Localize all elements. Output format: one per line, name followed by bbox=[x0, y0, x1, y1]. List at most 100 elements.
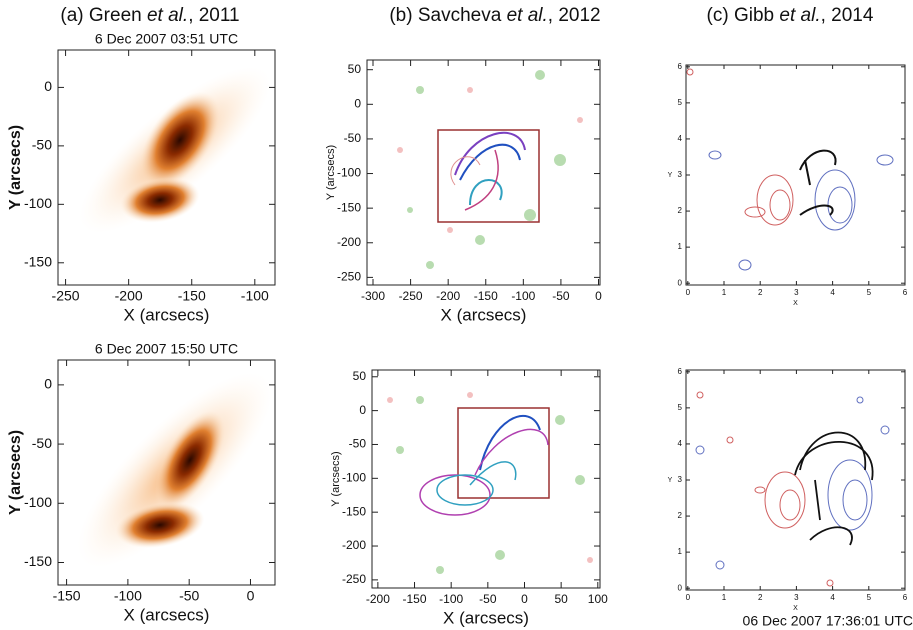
y-tick-label: 50 bbox=[353, 369, 367, 383]
x-tick-label: 2 bbox=[758, 288, 763, 297]
x-tick-label: -150 bbox=[178, 288, 206, 304]
x-tick-label: -100 bbox=[511, 289, 535, 303]
y-tick-label: -50 bbox=[32, 435, 52, 451]
x-axis-label: X (arcsecs) bbox=[443, 608, 529, 627]
y-axis-label: Y (arcsecs) bbox=[325, 145, 337, 200]
x-tick-label: -150 bbox=[474, 289, 498, 303]
title-part: , 2011 bbox=[188, 5, 239, 26]
x-tick-label: 3 bbox=[794, 288, 799, 297]
plot-frame bbox=[366, 59, 601, 286]
y-tick-label: -250 bbox=[342, 572, 366, 586]
y-tick-label: -100 bbox=[24, 494, 52, 510]
y-tick-label: -100 bbox=[342, 470, 366, 484]
y-tick-label: 1 bbox=[678, 547, 683, 556]
x-axis-label: X (arcsecs) bbox=[124, 605, 210, 624]
image-b-bottom bbox=[387, 392, 593, 574]
y-tick-label: 3 bbox=[678, 170, 683, 179]
x-tick-label: -200 bbox=[366, 592, 390, 606]
x-tick-label: -100 bbox=[241, 288, 269, 304]
y-tick-label: -200 bbox=[337, 235, 361, 249]
x-tick-label: 6 bbox=[903, 288, 908, 297]
plot-frame bbox=[685, 64, 906, 286]
x-tick-label: -150 bbox=[403, 592, 427, 606]
y-axis-label: Y (arcsecs) bbox=[7, 430, 24, 515]
y-tick-label: 6 bbox=[678, 62, 683, 71]
x-tick-label: 3 bbox=[794, 593, 799, 602]
x-tick-label: -200 bbox=[436, 289, 460, 303]
y-tick-label: -50 bbox=[32, 137, 52, 153]
x-tick-label: 0 bbox=[595, 289, 602, 303]
title-part: et al. bbox=[779, 5, 820, 26]
y-tick-label: -50 bbox=[349, 437, 367, 451]
plot-frame bbox=[57, 49, 276, 286]
x-tick-label: 1 bbox=[722, 288, 727, 297]
y-tick-label: -150 bbox=[342, 504, 366, 518]
x-tick-label: -250 bbox=[52, 288, 80, 304]
y-tick-label: 2 bbox=[678, 511, 683, 520]
x-tick-label: 4 bbox=[830, 593, 835, 602]
y-tick-label: 6 bbox=[678, 367, 683, 376]
image-c-bottom bbox=[695, 391, 890, 587]
title-part: (a) Green bbox=[60, 5, 147, 26]
x-tick-label: 0 bbox=[247, 588, 255, 604]
image-a-bottom bbox=[77, 372, 273, 568]
plot-frame bbox=[371, 369, 601, 589]
y-tick-label: 5 bbox=[678, 98, 683, 107]
panel-caption: 6 Dec 2007 03:51 UTC bbox=[95, 31, 238, 47]
y-tick-label: 0 bbox=[354, 96, 361, 110]
image-b-top bbox=[397, 70, 583, 269]
y-tick-label: 4 bbox=[678, 439, 683, 448]
x-tick-label: -250 bbox=[399, 289, 423, 303]
y-tick-label: -150 bbox=[24, 253, 52, 269]
plot-frame bbox=[57, 359, 276, 586]
title-part: , 2014 bbox=[821, 5, 874, 26]
x-tick-label: 0 bbox=[686, 593, 691, 602]
x-tick-label: 2 bbox=[758, 593, 763, 602]
x-tick-label: -300 bbox=[361, 289, 385, 303]
x-tick-label: 1 bbox=[722, 593, 727, 602]
y-tick-label: 0 bbox=[678, 278, 683, 287]
title-part: , 2012 bbox=[548, 5, 601, 26]
x-tick-label: -200 bbox=[115, 288, 143, 304]
y-tick-label: 4 bbox=[678, 134, 683, 143]
title-part: (b) Savcheva bbox=[389, 5, 506, 26]
y-tick-label: 5 bbox=[678, 403, 683, 412]
panel-caption: 06 Dec 2007 17:36:01 UTC bbox=[743, 613, 913, 629]
title-part: et al. bbox=[147, 5, 188, 26]
x-tick-label: 100 bbox=[588, 592, 608, 606]
y-tick-label: -100 bbox=[337, 166, 361, 180]
x-tick-label: 0 bbox=[686, 288, 691, 297]
y-tick-label: 1 bbox=[678, 242, 683, 251]
x-tick-label: -50 bbox=[479, 592, 497, 606]
x-tick-label: 4 bbox=[830, 288, 835, 297]
y-tick-label: 0 bbox=[678, 583, 683, 592]
y-tick-label: -150 bbox=[337, 200, 361, 214]
x-axis-label: X bbox=[793, 300, 798, 307]
y-tick-label: 0 bbox=[359, 403, 366, 417]
x-tick-label: -100 bbox=[114, 588, 142, 604]
x-tick-label: -50 bbox=[179, 588, 199, 604]
x-axis-label: X bbox=[793, 605, 798, 612]
x-axis-label: X (arcsecs) bbox=[441, 305, 527, 324]
y-tick-label: 2 bbox=[678, 206, 683, 215]
x-axis-label: X (arcsecs) bbox=[124, 305, 210, 324]
x-tick-label: -100 bbox=[439, 592, 463, 606]
image-c-top bbox=[686, 68, 894, 271]
y-axis-label: Y bbox=[668, 477, 673, 484]
y-tick-label: 0 bbox=[44, 376, 52, 392]
x-tick-label: 5 bbox=[867, 593, 872, 602]
title-part: et al. bbox=[507, 5, 548, 26]
x-tick-label: 5 bbox=[867, 288, 872, 297]
column-title: (b) Savcheva et al., 2012 bbox=[389, 5, 600, 26]
x-tick-label: 0 bbox=[521, 592, 528, 606]
y-axis-label: Y (arcsecs) bbox=[330, 451, 342, 506]
x-tick-label: -50 bbox=[552, 289, 570, 303]
panel-caption: 6 Dec 2007 15:50 UTC bbox=[95, 341, 238, 357]
y-axis-label: Y bbox=[668, 172, 673, 179]
y-tick-label: 50 bbox=[348, 62, 362, 76]
column-title: (a) Green et al., 2011 bbox=[60, 5, 239, 26]
y-axis-label: Y (arcsecs) bbox=[7, 125, 24, 210]
y-tick-label: -100 bbox=[24, 195, 52, 211]
image-a-top bbox=[79, 67, 271, 233]
